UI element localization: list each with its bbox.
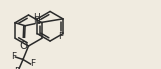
Text: F: F [14, 67, 19, 69]
Text: F: F [11, 52, 16, 61]
Text: N: N [33, 17, 40, 26]
Text: H: H [33, 13, 40, 22]
Text: O: O [20, 41, 28, 51]
Text: F: F [30, 59, 35, 69]
Text: F: F [59, 32, 64, 41]
